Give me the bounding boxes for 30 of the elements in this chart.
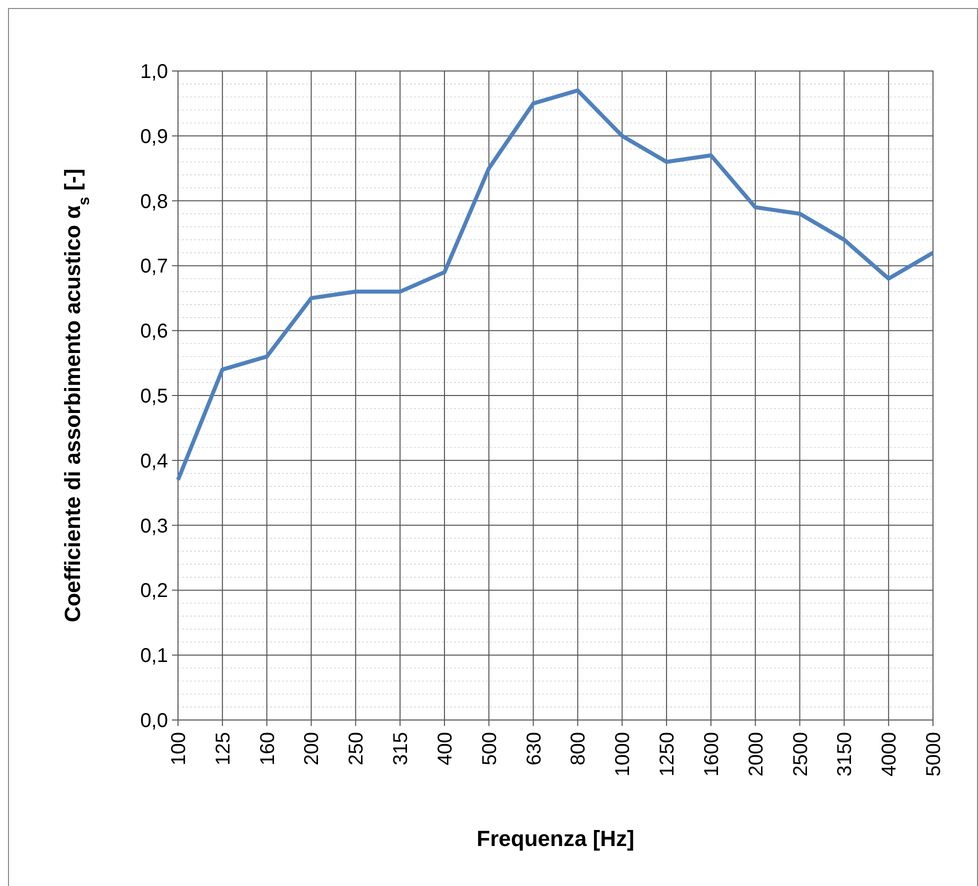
x-tick-label: 4000 — [878, 732, 901, 776]
y-tick-label: 0,6 — [140, 320, 168, 343]
y-tick-label: 0,0 — [140, 710, 168, 732]
x-axis-title: Frequenza [Hz] — [476, 826, 634, 851]
y-tick-label: 0,2 — [140, 580, 168, 602]
x-tick-label: 315 — [390, 732, 412, 766]
y-tick-label: 0,4 — [140, 450, 168, 472]
x-tick-label: 100 — [168, 732, 190, 766]
x-tick-label: 500 — [478, 732, 501, 766]
y-tick-label: 0,9 — [140, 126, 168, 148]
x-tick-label: 400 — [434, 732, 456, 766]
y-tick-label: 1,0 — [140, 61, 168, 83]
x-tick-label: 160 — [256, 732, 279, 766]
x-tick-label: 2000 — [745, 732, 768, 776]
x-tick-label: 1600 — [700, 732, 723, 776]
y-tick-label: 0,7 — [140, 256, 168, 278]
x-tick-label: 3150 — [834, 732, 856, 776]
x-tick-label: 2500 — [790, 732, 812, 776]
x-tick-label: 125 — [212, 732, 234, 766]
y-tick-label: 0,3 — [140, 515, 168, 538]
x-tick-label: 5000 — [923, 732, 945, 776]
x-tick-label: 800 — [568, 732, 590, 766]
y-tick-label: 0,5 — [140, 386, 168, 408]
y-tick-label: 0,1 — [140, 645, 168, 668]
x-tick-label: 1000 — [612, 732, 634, 776]
x-tick-label: 250 — [346, 732, 368, 766]
y-tick-label: 0,8 — [140, 190, 168, 213]
x-tick-label: 200 — [301, 732, 324, 766]
x-tick-label: 630 — [523, 732, 546, 766]
x-tick-label: 1250 — [656, 732, 679, 776]
